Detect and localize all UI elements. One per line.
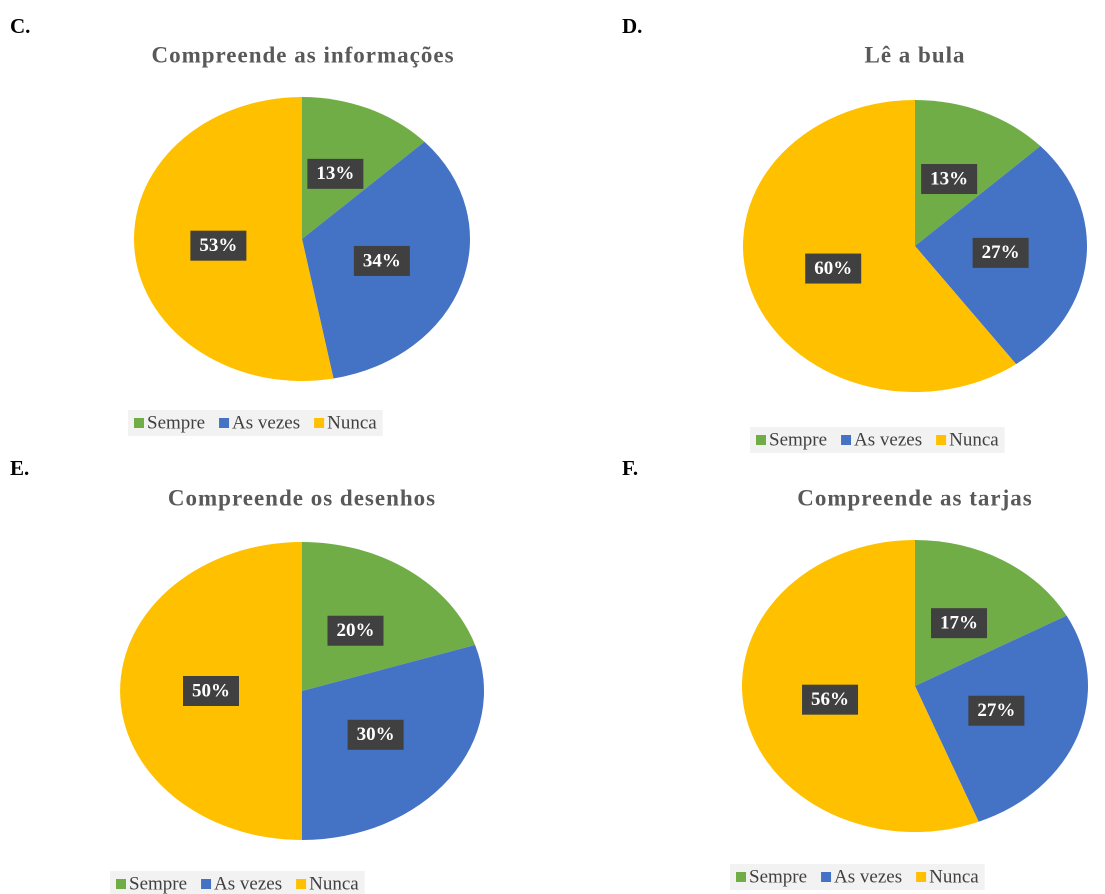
chart-title: Compreende os desenhos — [168, 485, 436, 510]
value-label: 50% — [192, 680, 230, 701]
legend-swatch — [116, 879, 126, 889]
value-label-box — [805, 253, 862, 284]
legend-label: Nunca — [327, 412, 377, 433]
pie-slice — [915, 540, 1067, 686]
legend-label: Sempre — [769, 429, 827, 450]
legend-label: Sempre — [147, 412, 205, 433]
pie-slice — [741, 540, 979, 832]
panel-label: F. — [622, 456, 638, 480]
legend-bg — [730, 864, 985, 890]
legend-swatch — [219, 418, 230, 428]
value-label: 27% — [982, 242, 1020, 263]
value-label: 30% — [357, 724, 395, 745]
legend-bg — [128, 410, 383, 436]
value-label-box — [972, 237, 1029, 268]
value-label-box — [307, 158, 364, 189]
value-label-box — [327, 615, 384, 646]
value-label: 53% — [199, 235, 237, 256]
legend-label: Nunca — [929, 866, 979, 887]
legend-swatch — [314, 418, 325, 428]
value-label-box — [183, 676, 239, 706]
legend-label: As vezes — [834, 866, 902, 887]
pie-slice — [915, 100, 1041, 246]
value-label-box — [968, 695, 1025, 726]
legend-swatch — [736, 872, 746, 882]
legend-swatch — [296, 879, 307, 889]
panel-label: E. — [10, 456, 29, 480]
chart-title: Lê a bula — [864, 42, 965, 67]
legend-swatch — [841, 435, 852, 445]
panel-label: D. — [622, 14, 642, 38]
value-label: 34% — [363, 250, 401, 271]
chart-title: Compreende as informações — [151, 42, 454, 67]
legend-label: As vezes — [214, 873, 282, 894]
legend-swatch — [201, 879, 212, 889]
value-label-box — [802, 684, 859, 715]
value-label: 56% — [811, 689, 849, 710]
value-label-box — [190, 230, 247, 261]
legend-swatch — [821, 872, 832, 882]
pie-slice — [302, 542, 476, 691]
value-label-box — [347, 719, 404, 750]
pie-slice — [742, 100, 1017, 393]
value-label: 13% — [316, 163, 354, 184]
value-label: 17% — [940, 613, 978, 634]
legend-swatch — [936, 435, 947, 445]
value-label: 60% — [814, 258, 852, 279]
legend-label: As vezes — [854, 429, 922, 450]
value-label-box — [931, 608, 988, 639]
value-label: 27% — [977, 700, 1015, 721]
legend-label: Nunca — [949, 429, 999, 450]
value-label: 13% — [930, 168, 968, 189]
chart-title: Compreende as tarjas — [797, 485, 1033, 510]
value-label-box — [921, 164, 978, 195]
legend-swatch — [916, 872, 927, 882]
legend-swatch — [756, 435, 766, 445]
legend-label: Sempre — [749, 866, 807, 887]
panel-label: C. — [10, 14, 30, 38]
value-label-box — [353, 245, 410, 276]
legend-label: As vezes — [232, 412, 300, 433]
legend-label: Sempre — [129, 873, 187, 894]
legend-bg — [750, 427, 1005, 453]
legend-swatch — [134, 418, 144, 428]
legend-label: Nunca — [309, 873, 359, 894]
value-label: 20% — [336, 620, 374, 641]
